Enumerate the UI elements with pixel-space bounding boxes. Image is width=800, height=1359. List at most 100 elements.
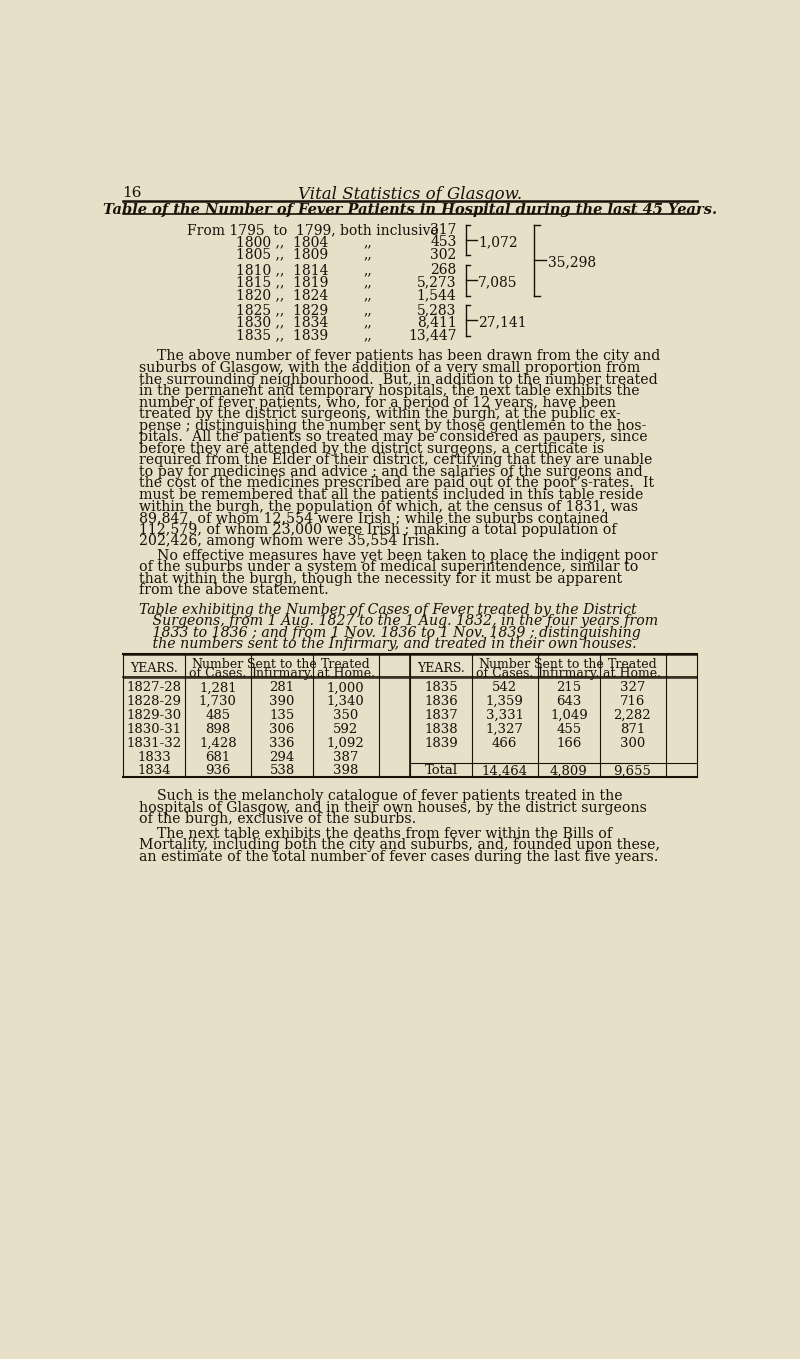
Text: within the burgh, the population of which, at the census of 1831, was: within the burgh, the population of whic…	[138, 500, 638, 514]
Text: 1830-31: 1830-31	[126, 723, 182, 735]
Text: 2,282: 2,282	[614, 709, 651, 722]
Text: 453: 453	[430, 235, 457, 250]
Text: Table exhibiting the Number of Cases of Fever treated by the District: Table exhibiting the Number of Cases of …	[138, 603, 636, 617]
Text: 300: 300	[620, 737, 645, 750]
Text: to pay for medicines and advice ; and the salaries of the surgeons and: to pay for medicines and advice ; and th…	[138, 465, 642, 478]
Text: 166: 166	[556, 737, 582, 750]
Text: suburbs of Glasgow, with the addition of a very small proportion from: suburbs of Glasgow, with the addition of…	[138, 361, 640, 375]
Text: YEARS.: YEARS.	[130, 662, 178, 675]
Text: 112,579, of whom 23,000 were Irish ; making a total population of: 112,579, of whom 23,000 were Irish ; mak…	[138, 523, 616, 537]
Text: pense ; distinguishing the number sent by those gentlemen to the hos-: pense ; distinguishing the number sent b…	[138, 419, 646, 432]
Text: 1835 ,,  1839: 1835 ,, 1839	[236, 328, 328, 342]
Text: 1800 ,,  1804: 1800 ,, 1804	[236, 235, 328, 250]
Text: 302: 302	[430, 247, 457, 262]
Text: 306: 306	[270, 723, 295, 735]
Text: 5,273: 5,273	[417, 276, 457, 289]
Text: must be remembered that all the patients included in this table reside: must be remembered that all the patients…	[138, 488, 643, 501]
Text: 4,809: 4,809	[550, 765, 588, 777]
Text: 1829-30: 1829-30	[126, 709, 182, 722]
Text: 1,327: 1,327	[486, 723, 523, 735]
Text: ,,: ,,	[363, 247, 372, 262]
Text: 716: 716	[620, 696, 645, 708]
Text: pitals.  All the patients so treated may be considered as paupers, since: pitals. All the patients so treated may …	[138, 431, 647, 444]
Text: 398: 398	[333, 765, 358, 777]
Text: an estimate of the total number of fever cases during the last five years.: an estimate of the total number of fever…	[138, 849, 658, 864]
Text: 1,544: 1,544	[417, 288, 457, 302]
Text: the cost of the medicines prescribed are paid out of the poor’s-rates.  It: the cost of the medicines prescribed are…	[138, 477, 654, 491]
Text: 336: 336	[270, 737, 295, 750]
Text: 8,411: 8,411	[417, 315, 457, 329]
Text: 1,730: 1,730	[199, 696, 237, 708]
Text: 1838: 1838	[424, 723, 458, 735]
Text: Vital Statistics of Glasgow.: Vital Statistics of Glasgow.	[298, 186, 522, 204]
Text: required from the Elder of their district, certifying that they are unable: required from the Elder of their distric…	[138, 454, 652, 467]
Text: 1,281: 1,281	[199, 681, 237, 694]
Text: at Home.: at Home.	[603, 667, 662, 680]
Text: the numbers sent to the Infirmary, and treated in their own houses.: the numbers sent to the Infirmary, and t…	[138, 637, 636, 651]
Text: Total: Total	[425, 765, 458, 777]
Text: 898: 898	[205, 723, 230, 735]
Text: 294: 294	[270, 750, 294, 764]
Text: 1820 ,,  1824: 1820 ,, 1824	[236, 288, 328, 302]
Text: 592: 592	[333, 723, 358, 735]
Text: 7,085: 7,085	[478, 276, 518, 289]
Text: Infirmary.: Infirmary.	[538, 667, 600, 680]
Text: Sent to the: Sent to the	[534, 658, 604, 671]
Text: before they are attended by the district surgeons, a certificate is: before they are attended by the district…	[138, 442, 604, 455]
Text: 1831-32: 1831-32	[126, 737, 182, 750]
Text: hospitals of Glasgow, and in their own houses, by the district surgeons: hospitals of Glasgow, and in their own h…	[138, 800, 646, 814]
Text: 643: 643	[556, 696, 582, 708]
Text: The next table exhibits the deaths from fever within the Bills of: The next table exhibits the deaths from …	[138, 826, 612, 841]
Text: 327: 327	[620, 681, 645, 694]
Text: 1827-28: 1827-28	[126, 681, 182, 694]
Text: of the burgh, exclusive of the suburbs.: of the burgh, exclusive of the suburbs.	[138, 813, 416, 826]
Text: Treated: Treated	[607, 658, 658, 671]
Text: 1825 ,,  1829: 1825 ,, 1829	[236, 303, 328, 317]
Text: 1815 ,,  1819: 1815 ,, 1819	[236, 276, 328, 289]
Text: 1,340: 1,340	[327, 696, 365, 708]
Text: 268: 268	[430, 264, 457, 277]
Text: 1,359: 1,359	[486, 696, 523, 708]
Text: 1836: 1836	[424, 696, 458, 708]
Text: ,,: ,,	[363, 264, 372, 277]
Text: 871: 871	[620, 723, 645, 735]
Text: 281: 281	[270, 681, 294, 694]
Text: ,,: ,,	[363, 315, 372, 329]
Text: 1,428: 1,428	[199, 737, 237, 750]
Text: 681: 681	[205, 750, 230, 764]
Text: 1,072: 1,072	[478, 235, 518, 250]
Text: 215: 215	[556, 681, 582, 694]
Text: 1833: 1833	[138, 750, 171, 764]
Text: 1830 ,,  1834: 1830 ,, 1834	[236, 315, 328, 329]
Text: at Home.: at Home.	[317, 667, 374, 680]
Text: Number: Number	[478, 658, 530, 671]
Text: 89,847, of whom 12,554 were Irish ; while the suburbs contained: 89,847, of whom 12,554 were Irish ; whil…	[138, 511, 608, 525]
Text: 317: 317	[430, 223, 457, 236]
Text: 1,049: 1,049	[550, 709, 588, 722]
Text: No effective measures have yet been taken to place the indigent poor: No effective measures have yet been take…	[138, 549, 658, 563]
Text: Surgeons, from 1 Aug. 1827 to the 1 Aug. 1832, in the four years from: Surgeons, from 1 Aug. 1827 to the 1 Aug.…	[138, 614, 658, 628]
Text: ,,: ,,	[363, 276, 372, 289]
Text: 1,092: 1,092	[327, 737, 365, 750]
Text: 485: 485	[206, 709, 230, 722]
Text: 1833 to 1836 ; and from 1 Nov. 1836 to 1 Nov. 1839 ; distinguishing: 1833 to 1836 ; and from 1 Nov. 1836 to 1…	[138, 626, 641, 640]
Text: 542: 542	[492, 681, 517, 694]
Text: The above number of fever patients has been drawn from the city and: The above number of fever patients has b…	[138, 349, 660, 363]
Text: of Cases.: of Cases.	[189, 667, 246, 680]
Text: 1,000: 1,000	[327, 681, 365, 694]
Text: Mortality, including both the city and suburbs, and, founded upon these,: Mortality, including both the city and s…	[138, 839, 660, 852]
Text: 5,283: 5,283	[417, 303, 457, 317]
Text: Infirmary.: Infirmary.	[251, 667, 314, 680]
Text: of Cases.: of Cases.	[476, 667, 533, 680]
Text: 35,298: 35,298	[548, 255, 596, 269]
Text: Sent to the: Sent to the	[247, 658, 317, 671]
Text: 1834: 1834	[138, 765, 171, 777]
Text: 1837: 1837	[424, 709, 458, 722]
Text: 13,447: 13,447	[408, 328, 457, 342]
Text: the surrounding neighbourhood.  But, in addition to the number treated: the surrounding neighbourhood. But, in a…	[138, 372, 658, 386]
Text: in the permanent and temporary hospitals, the next table exhibits the: in the permanent and temporary hospitals…	[138, 385, 639, 398]
Text: 202,426, among whom were 35,554 Irish.: 202,426, among whom were 35,554 Irish.	[138, 534, 439, 548]
Text: 1835: 1835	[424, 681, 458, 694]
Text: 1828-29: 1828-29	[126, 696, 182, 708]
Text: 16: 16	[122, 186, 141, 200]
